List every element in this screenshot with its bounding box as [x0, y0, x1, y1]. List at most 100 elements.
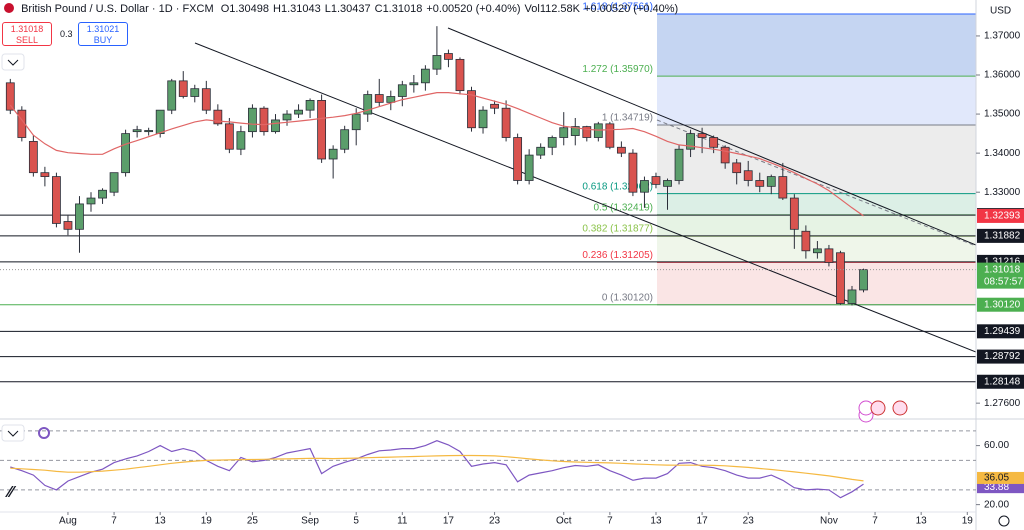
- candle-body: [674, 148, 684, 181]
- candle-body: [640, 180, 649, 193]
- ma-label-box: [977, 208, 1024, 223]
- x-tick-label: 7: [111, 516, 117, 527]
- candle-body: [813, 248, 822, 254]
- settings-icon[interactable]: [998, 515, 1010, 527]
- candle-body: [167, 80, 177, 111]
- level-label: 1.31882: [984, 231, 1021, 242]
- level-label: 1.28148: [984, 376, 1021, 387]
- y-tick-label: 60.00: [984, 440, 1009, 451]
- y-tick-label: 1.34000: [984, 148, 1021, 159]
- candle-body: [52, 176, 61, 224]
- candle-body: [5, 82, 15, 111]
- fib-label: 1.618 (1.37561): [582, 2, 653, 13]
- candle-body: [201, 88, 211, 111]
- x-tick-label: 7: [872, 516, 878, 527]
- candle-body: [490, 103, 499, 109]
- candle-body: [340, 129, 350, 150]
- fib-label: 1.272 (1.35970): [582, 64, 653, 75]
- x-tick-label: 11: [397, 516, 408, 527]
- candle-body: [213, 109, 223, 125]
- candle-body: [455, 58, 465, 92]
- candle-body: [28, 141, 38, 174]
- x-tick-label: 5: [353, 516, 359, 527]
- collapse-button[interactable]: [1, 53, 25, 71]
- logo: ⁄⁄: [5, 484, 17, 501]
- event-icon[interactable]: [870, 400, 886, 416]
- y-tick-label: 1.27600: [984, 398, 1021, 409]
- volume: Vol112.58K: [524, 3, 580, 15]
- candle-body: [547, 137, 557, 148]
- x-tick-label: 19: [962, 516, 974, 527]
- candle-body: [248, 107, 257, 133]
- candle-body: [709, 137, 719, 148]
- candle-body: [121, 133, 130, 174]
- moving-average: [9, 92, 864, 217]
- candle-body: [397, 84, 407, 97]
- y-tick-label: 1.36000: [984, 70, 1021, 81]
- spread: 0.3: [60, 29, 73, 39]
- axes: 1.37000 1.36000 1.35000 1.34000 1.33000 1.276…: [0, 31, 1024, 527]
- level-label: 1.29439: [984, 326, 1021, 337]
- fib-label: 0.618 (1.32962): [582, 181, 653, 192]
- candle-body: [536, 146, 546, 156]
- candle-body: [271, 119, 280, 133]
- event-icon[interactable]: [892, 400, 908, 416]
- candle-body: [778, 176, 788, 199]
- level-label-box: [977, 297, 1024, 312]
- x-tick-label: 7: [607, 516, 613, 527]
- sell-button[interactable]: 1.31018 SELL: [2, 22, 52, 46]
- candle-body: [363, 94, 373, 115]
- symbol-icon: [4, 3, 14, 13]
- candle-body: [75, 203, 84, 230]
- y-tick-label: 1.33000: [984, 187, 1021, 198]
- fib-label: 0.236 (1.31205): [582, 250, 653, 261]
- candle-body: [444, 53, 453, 60]
- candle-body: [374, 94, 384, 103]
- candle-body: [328, 148, 338, 160]
- candle-body: [63, 221, 73, 230]
- fib-label: 0.382 (1.31877): [582, 224, 653, 235]
- candle-body: [109, 172, 119, 193]
- candle-body: [351, 113, 361, 131]
- channel-upper: [447, 27, 976, 246]
- candle-body: [178, 80, 188, 97]
- candle-body: [513, 137, 523, 181]
- candle-body: [582, 126, 592, 138]
- buy-button[interactable]: 1.31021 BUY: [78, 22, 128, 46]
- fib-zone: [657, 76, 976, 126]
- candle-body: [720, 146, 730, 164]
- fib-label: 0.5 (1.32419): [594, 203, 654, 214]
- chevron: [7, 59, 19, 66]
- candle-body: [559, 127, 569, 138]
- candle-body: [663, 180, 672, 187]
- level-label: 1.30120: [984, 299, 1021, 310]
- volume-change: +0.00520 (+0.40%): [584, 3, 679, 15]
- candle-body: [409, 82, 419, 86]
- rsi-value-label: 36.05: [984, 473, 1009, 484]
- ohlc-low: L1.30437: [324, 3, 371, 15]
- currency: USD: [990, 6, 1011, 17]
- buy-price: 1.31021: [86, 24, 120, 34]
- rsi-value-box: [977, 471, 1024, 484]
- fib-zone: [657, 262, 976, 305]
- x-tick-label: 17: [697, 516, 709, 527]
- candle-body: [501, 107, 511, 138]
- level-label-box: [977, 374, 1024, 389]
- candle-body: [86, 197, 96, 205]
- candle-body: [144, 130, 154, 133]
- ma-label: 1.32393: [984, 211, 1021, 222]
- candle-body: [651, 176, 661, 185]
- candle-body: [386, 96, 396, 103]
- chevron: [7, 430, 19, 437]
- x-tick-label: 13: [155, 516, 167, 527]
- candle-body: [132, 129, 142, 133]
- indicator-icon[interactable]: [38, 427, 50, 439]
- x-tick-label: 19: [201, 516, 213, 527]
- candle-body: [697, 133, 707, 138]
- candle-body: [305, 99, 315, 111]
- candle-body: [190, 88, 200, 97]
- candle-body: [847, 289, 857, 304]
- collapse-button[interactable]: [1, 424, 25, 442]
- candle-body: [766, 176, 776, 187]
